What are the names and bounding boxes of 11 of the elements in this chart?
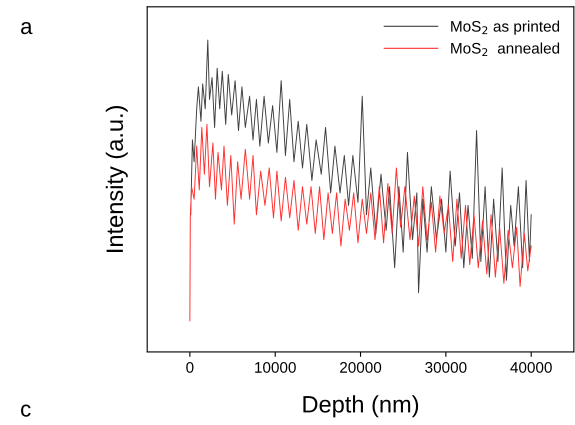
x-tick-label: 10000 <box>255 362 296 373</box>
x-tick-label: 0 <box>186 362 194 373</box>
x-tick-label: 30000 <box>425 362 466 373</box>
y-axis-title: Intensity (a.u.) <box>106 106 128 252</box>
x-tick-label: 20000 <box>340 362 382 373</box>
legend-label: MoS$_{2}$ as printed <box>451 20 560 35</box>
legend-label: MoS$_{2}$ annealed <box>451 42 560 56</box>
x-axis-title: Depth (nm) <box>303 395 418 418</box>
x-tick-label: 40000 <box>510 362 552 373</box>
text: a <box>21 22 32 34</box>
text: c <box>21 404 31 417</box>
